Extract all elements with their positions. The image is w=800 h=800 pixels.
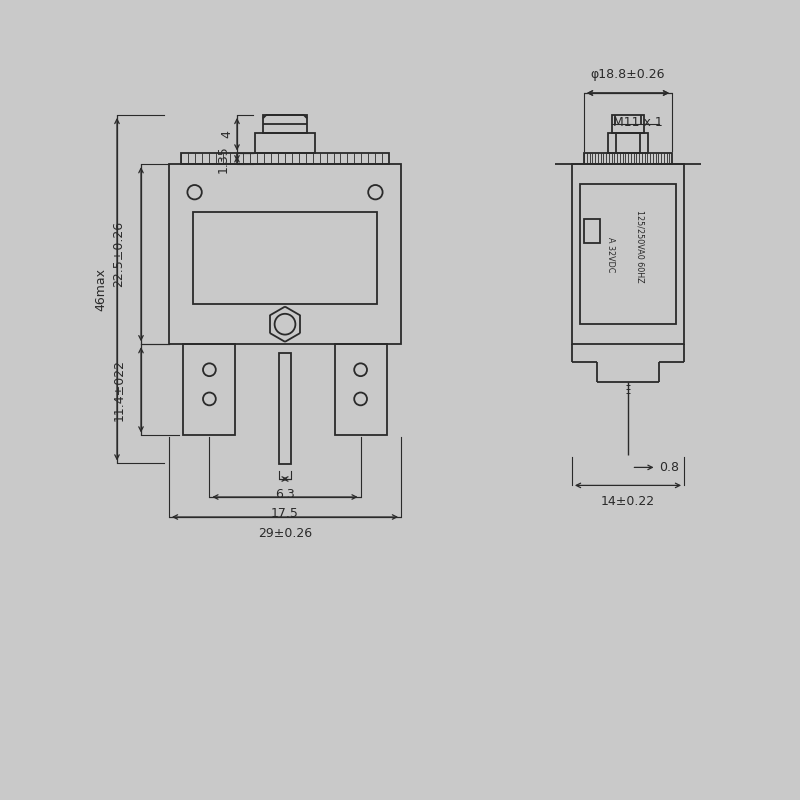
Text: 14±0.22: 14±0.22 (601, 495, 655, 509)
Text: 17.5: 17.5 (271, 507, 299, 520)
Bar (608, 134, 648, 154)
Bar (255, 134, 315, 154)
Text: 4: 4 (221, 130, 234, 138)
Text: 46max: 46max (94, 268, 107, 310)
Text: A 32VDC: A 32VDC (606, 237, 615, 272)
Bar (580, 184, 676, 324)
Bar (193, 212, 377, 304)
Text: 6.3: 6.3 (275, 488, 295, 501)
Text: φ18.8±0.26: φ18.8±0.26 (590, 68, 666, 81)
Bar (334, 344, 386, 435)
Bar (584, 219, 600, 243)
Bar (584, 154, 672, 164)
Bar (169, 164, 401, 344)
Bar (183, 344, 235, 435)
Text: 11.4±022: 11.4±022 (113, 359, 126, 421)
Text: 29±0.26: 29±0.26 (258, 527, 312, 540)
Bar (181, 154, 389, 164)
Text: M11 x 1: M11 x 1 (613, 116, 663, 129)
Text: 1.35: 1.35 (217, 145, 230, 173)
Bar (612, 115, 644, 134)
Bar (263, 115, 307, 134)
Text: 125/250VA0 60HZ: 125/250VA0 60HZ (635, 210, 645, 282)
Text: 22.5±0.26: 22.5±0.26 (113, 221, 126, 287)
Bar (572, 164, 684, 344)
Text: 0.8: 0.8 (659, 461, 679, 474)
Bar (279, 354, 290, 465)
